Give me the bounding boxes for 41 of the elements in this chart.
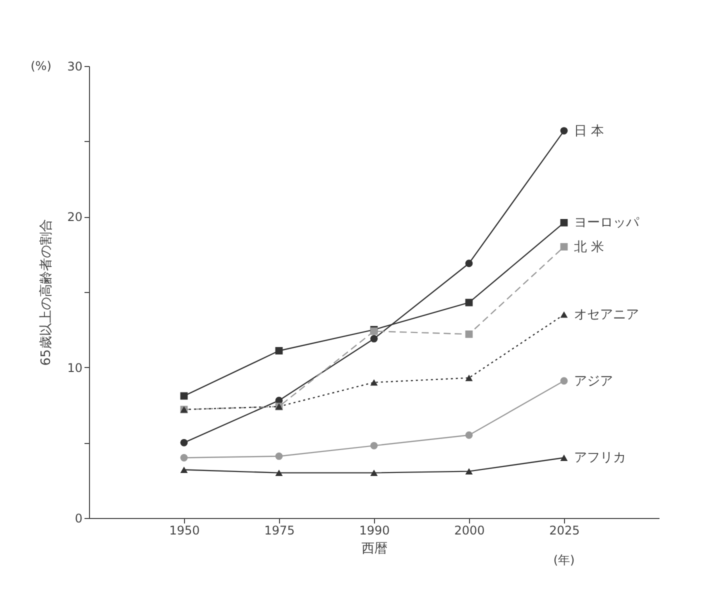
point (560, 218, 568, 226)
point (560, 243, 568, 251)
point (180, 466, 188, 473)
point (275, 347, 283, 354)
point (465, 330, 473, 338)
x-tick-label: 1950 (169, 524, 200, 538)
point (275, 470, 283, 476)
point (465, 431, 473, 439)
point (180, 454, 188, 462)
series-label: アジア (574, 374, 613, 389)
y-tick-label: 0 (74, 512, 82, 526)
x-tick-label: 1975 (264, 524, 295, 538)
point (465, 260, 473, 268)
y-tick-label: 30 (67, 60, 82, 74)
x-tick-label: 2025 (549, 524, 580, 538)
y-axis-title: 65歳以上の高齢者の割合 (38, 219, 54, 366)
y-tick-label: 10 (67, 360, 82, 375)
x-tick-label: 1990 (359, 524, 390, 538)
point (465, 298, 473, 306)
point (370, 442, 378, 450)
point (275, 452, 283, 460)
x-axis-title: 西暦 (362, 542, 388, 556)
point (465, 374, 473, 382)
point (370, 379, 378, 386)
series-label: ヨーロッパ (574, 216, 640, 231)
point (560, 454, 568, 461)
point (465, 468, 473, 475)
point (560, 377, 568, 385)
y-tick-label: 20 (67, 210, 82, 224)
point (370, 335, 378, 342)
point (560, 127, 568, 134)
series-label: 北 米 (574, 240, 604, 255)
text: (%) (30, 59, 52, 73)
point (560, 311, 568, 318)
series-label: アフリカ (574, 450, 626, 466)
series-label: 日 本 (574, 124, 604, 139)
point (370, 470, 378, 476)
text: (年) (553, 553, 575, 567)
x-tick-label: 2000 (454, 524, 485, 538)
series-label: オセアニア (574, 308, 639, 323)
point (180, 438, 188, 446)
